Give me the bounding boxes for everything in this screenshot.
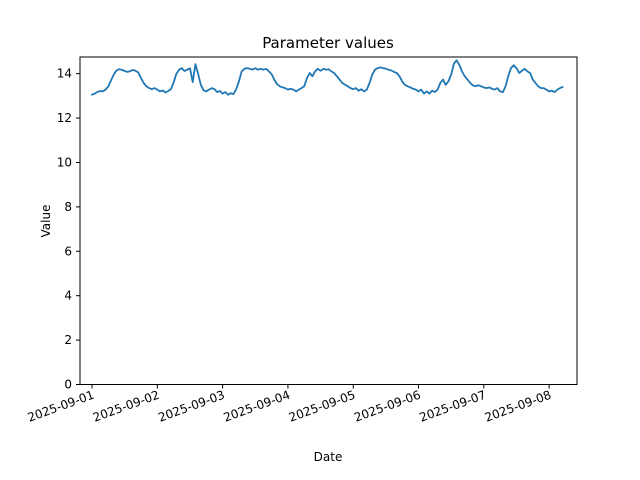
plot-area: 024681012142025-09-012025-09-022025-09-0…: [26, 56, 578, 425]
y-tick-label: 14: [57, 67, 72, 81]
x-tick-label: 2025-09-06: [352, 388, 422, 425]
y-axis-label: Value: [39, 205, 53, 238]
y-tick-label: 12: [57, 111, 72, 125]
data-line: [91, 59, 564, 96]
y-tick-label: 2: [64, 333, 72, 347]
x-tick-label: 2025-09-01: [26, 388, 96, 425]
x-tick-label: 2025-09-02: [91, 388, 161, 425]
chart-title: Parameter values: [262, 34, 394, 52]
y-tick-label: 4: [64, 289, 72, 303]
axes-frame: [79, 56, 578, 385]
x-tick-label: 2025-09-07: [418, 388, 488, 425]
x-tick-label: 2025-09-08: [483, 388, 553, 425]
y-tick-label: 8: [64, 200, 72, 214]
x-tick-label: 2025-09-04: [222, 388, 292, 425]
x-axis-label: Date: [314, 450, 343, 464]
y-tick-label: 6: [64, 244, 72, 258]
x-tick-label: 2025-09-03: [156, 388, 226, 425]
y-tick-label: 0: [64, 378, 72, 392]
x-tick-label: 2025-09-05: [287, 388, 357, 425]
y-tick-label: 10: [57, 155, 72, 169]
